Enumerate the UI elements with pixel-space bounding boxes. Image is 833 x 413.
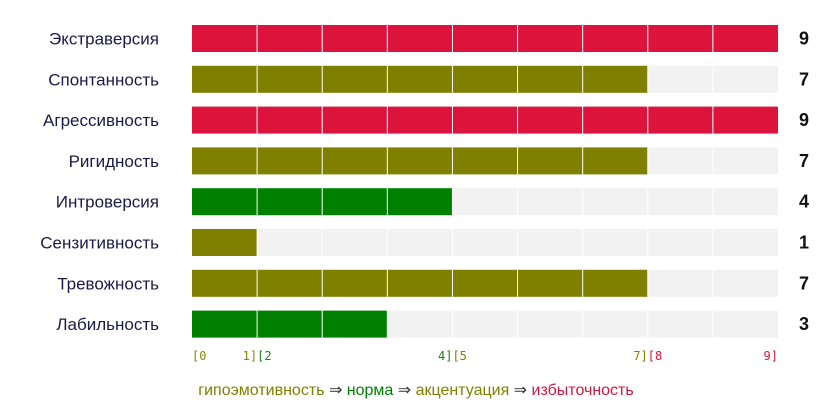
category-label: Ригидность (69, 152, 160, 171)
bar (192, 269, 648, 297)
category-label: Экстраверсия (49, 30, 159, 49)
bar (192, 65, 648, 93)
legend-item: акцентуация (416, 382, 510, 399)
legend-item: норма (347, 382, 394, 399)
bar-rows: Экстраверсия 9 Спонтанность 7 Агрессивность 9… (40, 25, 809, 338)
bar-track (192, 229, 778, 256)
bar-row: Сензитивность 1 (40, 229, 809, 256)
category-label: Тревожность (57, 274, 159, 293)
range-label: 4] (438, 349, 452, 363)
range-label: 9] (764, 349, 778, 363)
bar (192, 106, 778, 134)
category-label: Спонтанность (48, 70, 159, 89)
bar (192, 229, 258, 256)
bar-row: Спонтанность 7 (48, 65, 809, 93)
category-label: Лабильность (56, 315, 159, 334)
value-label: 3 (799, 314, 809, 334)
value-label: 4 (799, 192, 809, 212)
value-label: 7 (799, 273, 809, 293)
range-label: 1] (243, 349, 257, 363)
bar-row: Лабильность 3 (56, 310, 809, 338)
bar-row: Агрессивность 9 (43, 106, 809, 134)
legend-arrow: ⇒ (509, 382, 531, 399)
range-label: 7] (633, 349, 647, 363)
category-label: Сензитивность (40, 234, 159, 253)
bar (192, 147, 648, 175)
bar (192, 25, 778, 52)
range-label: [5 (452, 349, 466, 363)
category-label: Агрессивность (43, 111, 159, 130)
value-label: 1 (799, 233, 809, 253)
value-label: 9 (799, 110, 809, 130)
value-label: 7 (799, 69, 809, 89)
legend: гипоэмотивность ⇒ норма ⇒ акцентуация ⇒ … (198, 382, 633, 399)
bar-row: Интроверсия 4 (56, 188, 809, 216)
bar (192, 310, 388, 338)
legend-item: избыточность (532, 382, 634, 399)
value-label: 7 (799, 151, 809, 171)
range-label: [2 (257, 349, 271, 363)
bar-row: Тревожность 7 (57, 269, 809, 297)
range-label: [0 (192, 349, 206, 363)
legend-item: гипоэмотивность (198, 382, 324, 399)
range-labels: [0 1] [2 4] [5 7] [8 9] (192, 349, 778, 363)
range-label: [8 (648, 349, 662, 363)
legend-arrow: ⇒ (393, 382, 415, 399)
value-label: 9 (799, 29, 809, 49)
bar-row: Ригидность 7 (69, 147, 809, 175)
category-label: Интроверсия (56, 193, 159, 212)
legend-arrow: ⇒ (325, 382, 347, 399)
bar-row: Экстраверсия 9 (49, 25, 809, 52)
